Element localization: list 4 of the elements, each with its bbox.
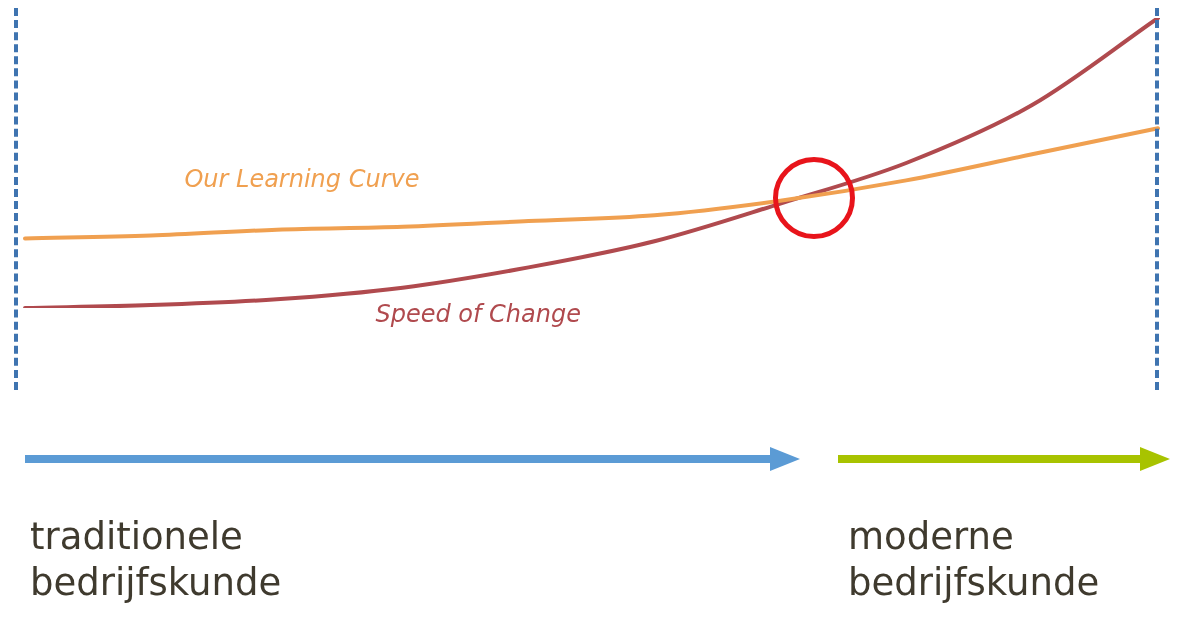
- series-label: Our Learning Curve: [184, 165, 420, 194]
- text: moderne bedrijfskunde: [848, 514, 1101, 606]
- series-label: Speed of Change: [375, 299, 581, 328]
- text: traditionele bedrijfskunde: [30, 514, 283, 606]
